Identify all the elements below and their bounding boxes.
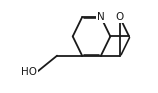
Text: O: O bbox=[116, 12, 124, 22]
Text: HO: HO bbox=[21, 67, 37, 77]
Text: N: N bbox=[97, 12, 105, 22]
